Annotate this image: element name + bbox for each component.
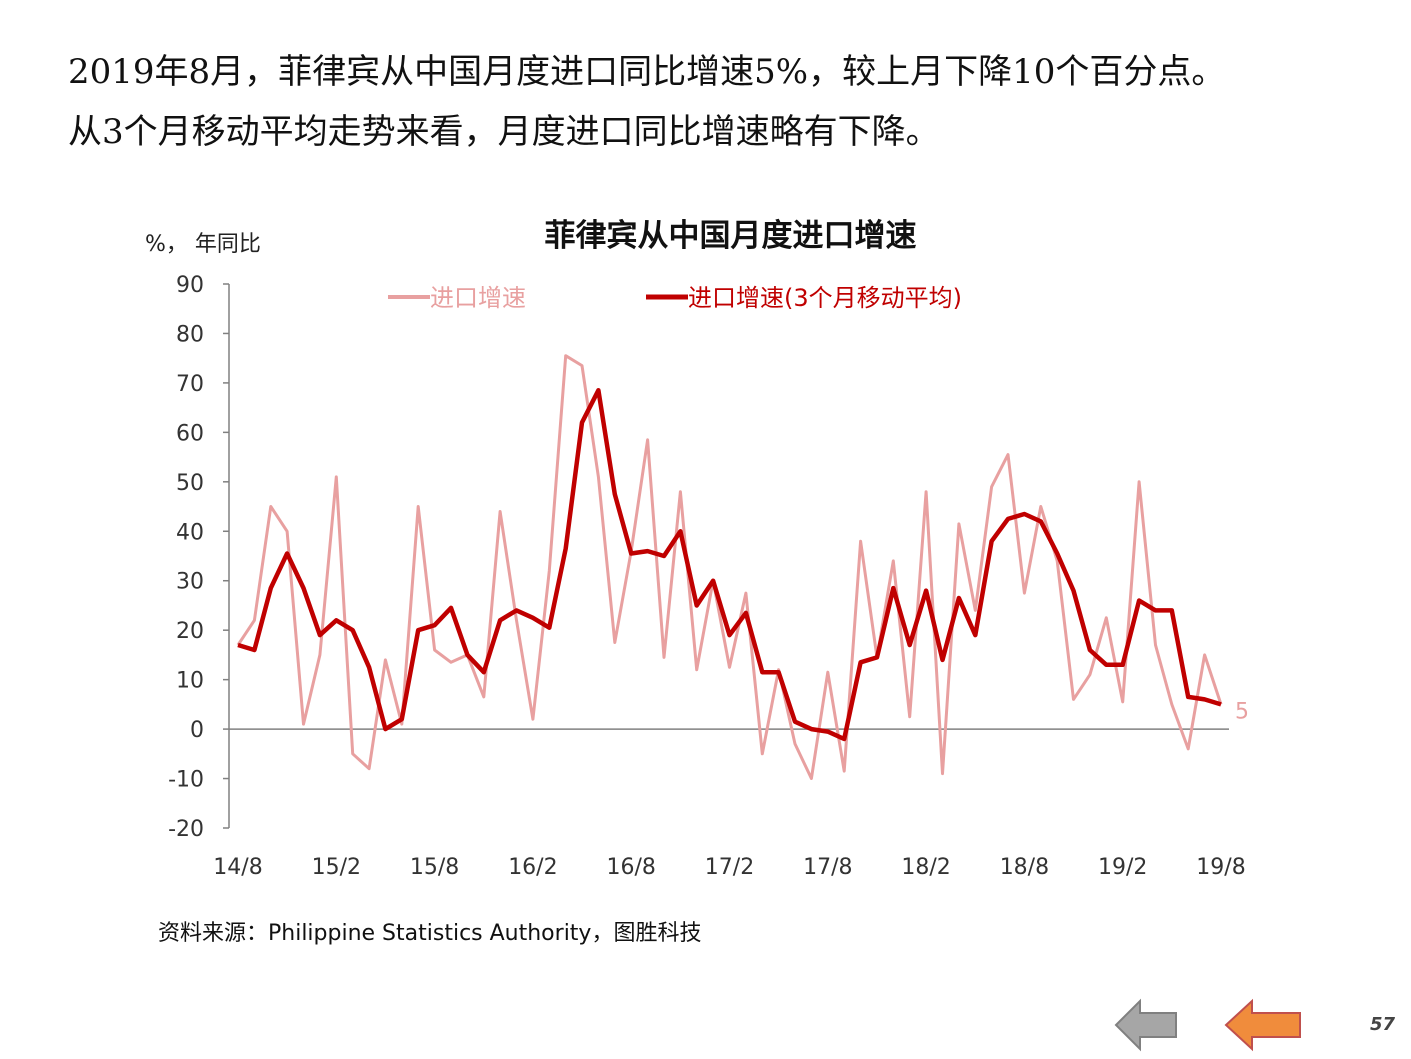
headline-line-1: 2019年8月，菲律宾从中国月度进口同比增速5%，较上月下降10个百分点。 [68,52,1226,92]
legend-label-avg: 进口增速(3个月移动平均) [688,284,962,312]
x-tick-label: 16/2 [508,855,557,880]
x-tick-label: 16/8 [606,855,655,880]
y-tick-label: 60 [176,421,204,446]
y-tick-label: 30 [176,570,204,595]
y-tick-label: 40 [176,520,204,545]
y-tick-label: -20 [168,817,204,842]
x-tick-label: 17/2 [705,855,754,880]
x-tick-label: 15/2 [312,855,361,880]
x-tick-label: 18/2 [901,855,950,880]
page-number: 57 [1370,1014,1396,1035]
chart-title-wrap: 菲律宾从中国月度进口增速 [0,210,1411,255]
left-arrow-orange-icon [1224,998,1301,1052]
y-tick-label: 20 [176,619,204,644]
x-tick-label: 17/8 [803,855,852,880]
y-tick-label: 70 [176,372,204,397]
y-tick-label: 10 [176,669,204,694]
y-tick-label: 90 [176,273,204,298]
left-arrow-gray-icon [1114,998,1177,1052]
x-tick-label: 15/8 [410,855,459,880]
x-tick-label: 19/8 [1196,855,1245,880]
previous-arrow-button[interactable] [1222,995,1304,1055]
chart-axes: 90 80 70 60 50 40 30 20 10 0 -10 -20 14/8 15/2 15/8 16/… [168,273,1246,880]
source-note: 资料来源：Philippine Statistics Authority，图胜科… [158,921,702,946]
x-tick-label: 19/2 [1098,855,1147,880]
chart-title: 菲律宾从中国月度进口增速 [544,218,917,254]
y-tick-label: 0 [190,718,204,743]
last-value-label: 5 [1235,699,1249,724]
headline-line-2: 从3个月移动平均走势来看，月度进口同比增速略有下降。 [68,112,940,152]
y-tick-label: 80 [176,322,204,347]
chart-legend: 进口增速 进口增速(3个月移动平均) [388,284,962,312]
back-arrow-button[interactable] [1112,995,1182,1055]
headline: 2019年8月，菲律宾从中国月度进口同比增速5%，较上月下降10个百分点。 从3… [68,42,1388,162]
y-tick-label: 50 [176,471,204,496]
chart-series: 5 [236,354,1249,780]
y-unit-label: %， 年同比 [145,232,261,257]
x-tick-label: 14/8 [213,855,262,880]
x-tick-label: 18/8 [1000,855,1049,880]
legend-label-raw: 进口增速 [430,284,526,312]
series-line-raw [236,354,1223,780]
series-line-avg [237,388,1222,742]
y-tick-label: -10 [168,768,204,793]
